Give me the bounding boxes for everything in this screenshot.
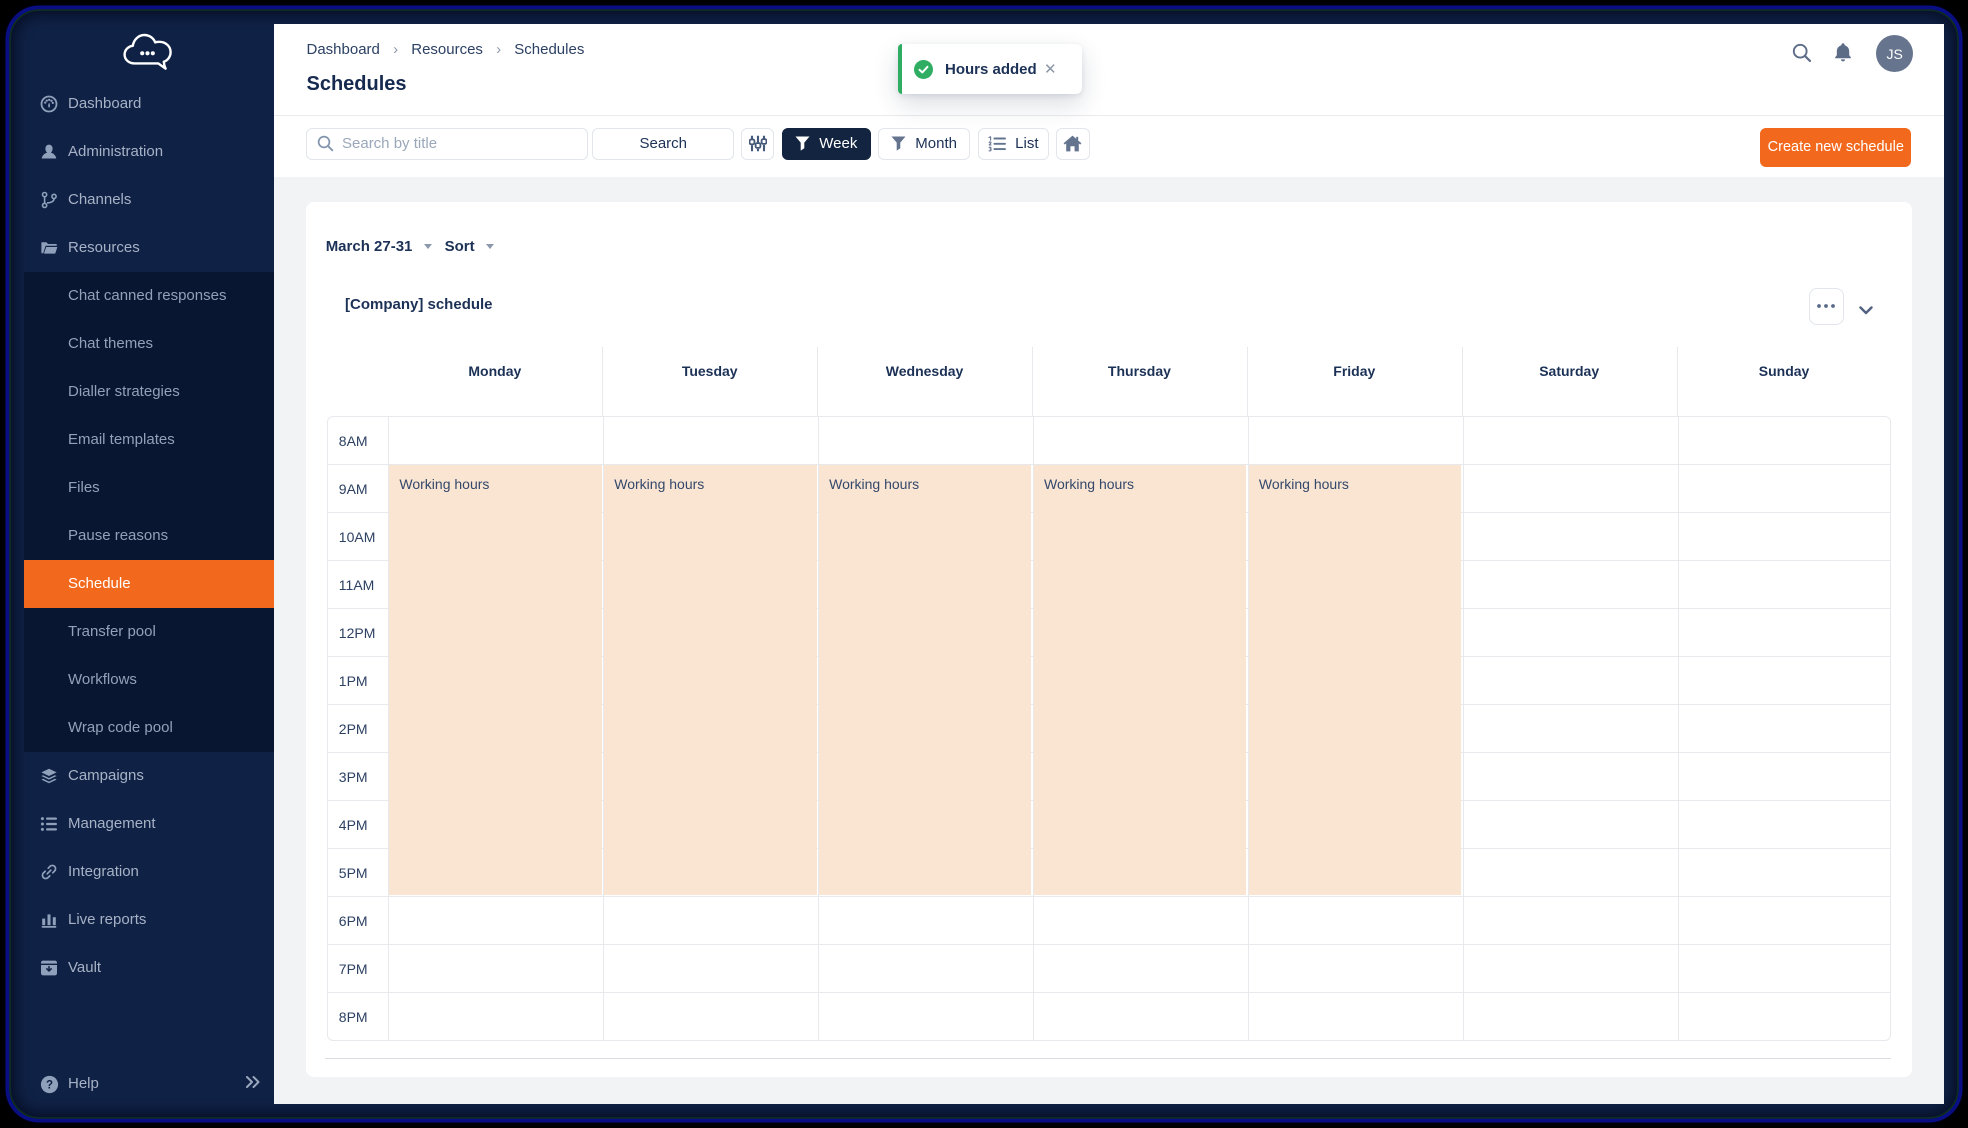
svg-text:?: ? bbox=[46, 1079, 53, 1091]
